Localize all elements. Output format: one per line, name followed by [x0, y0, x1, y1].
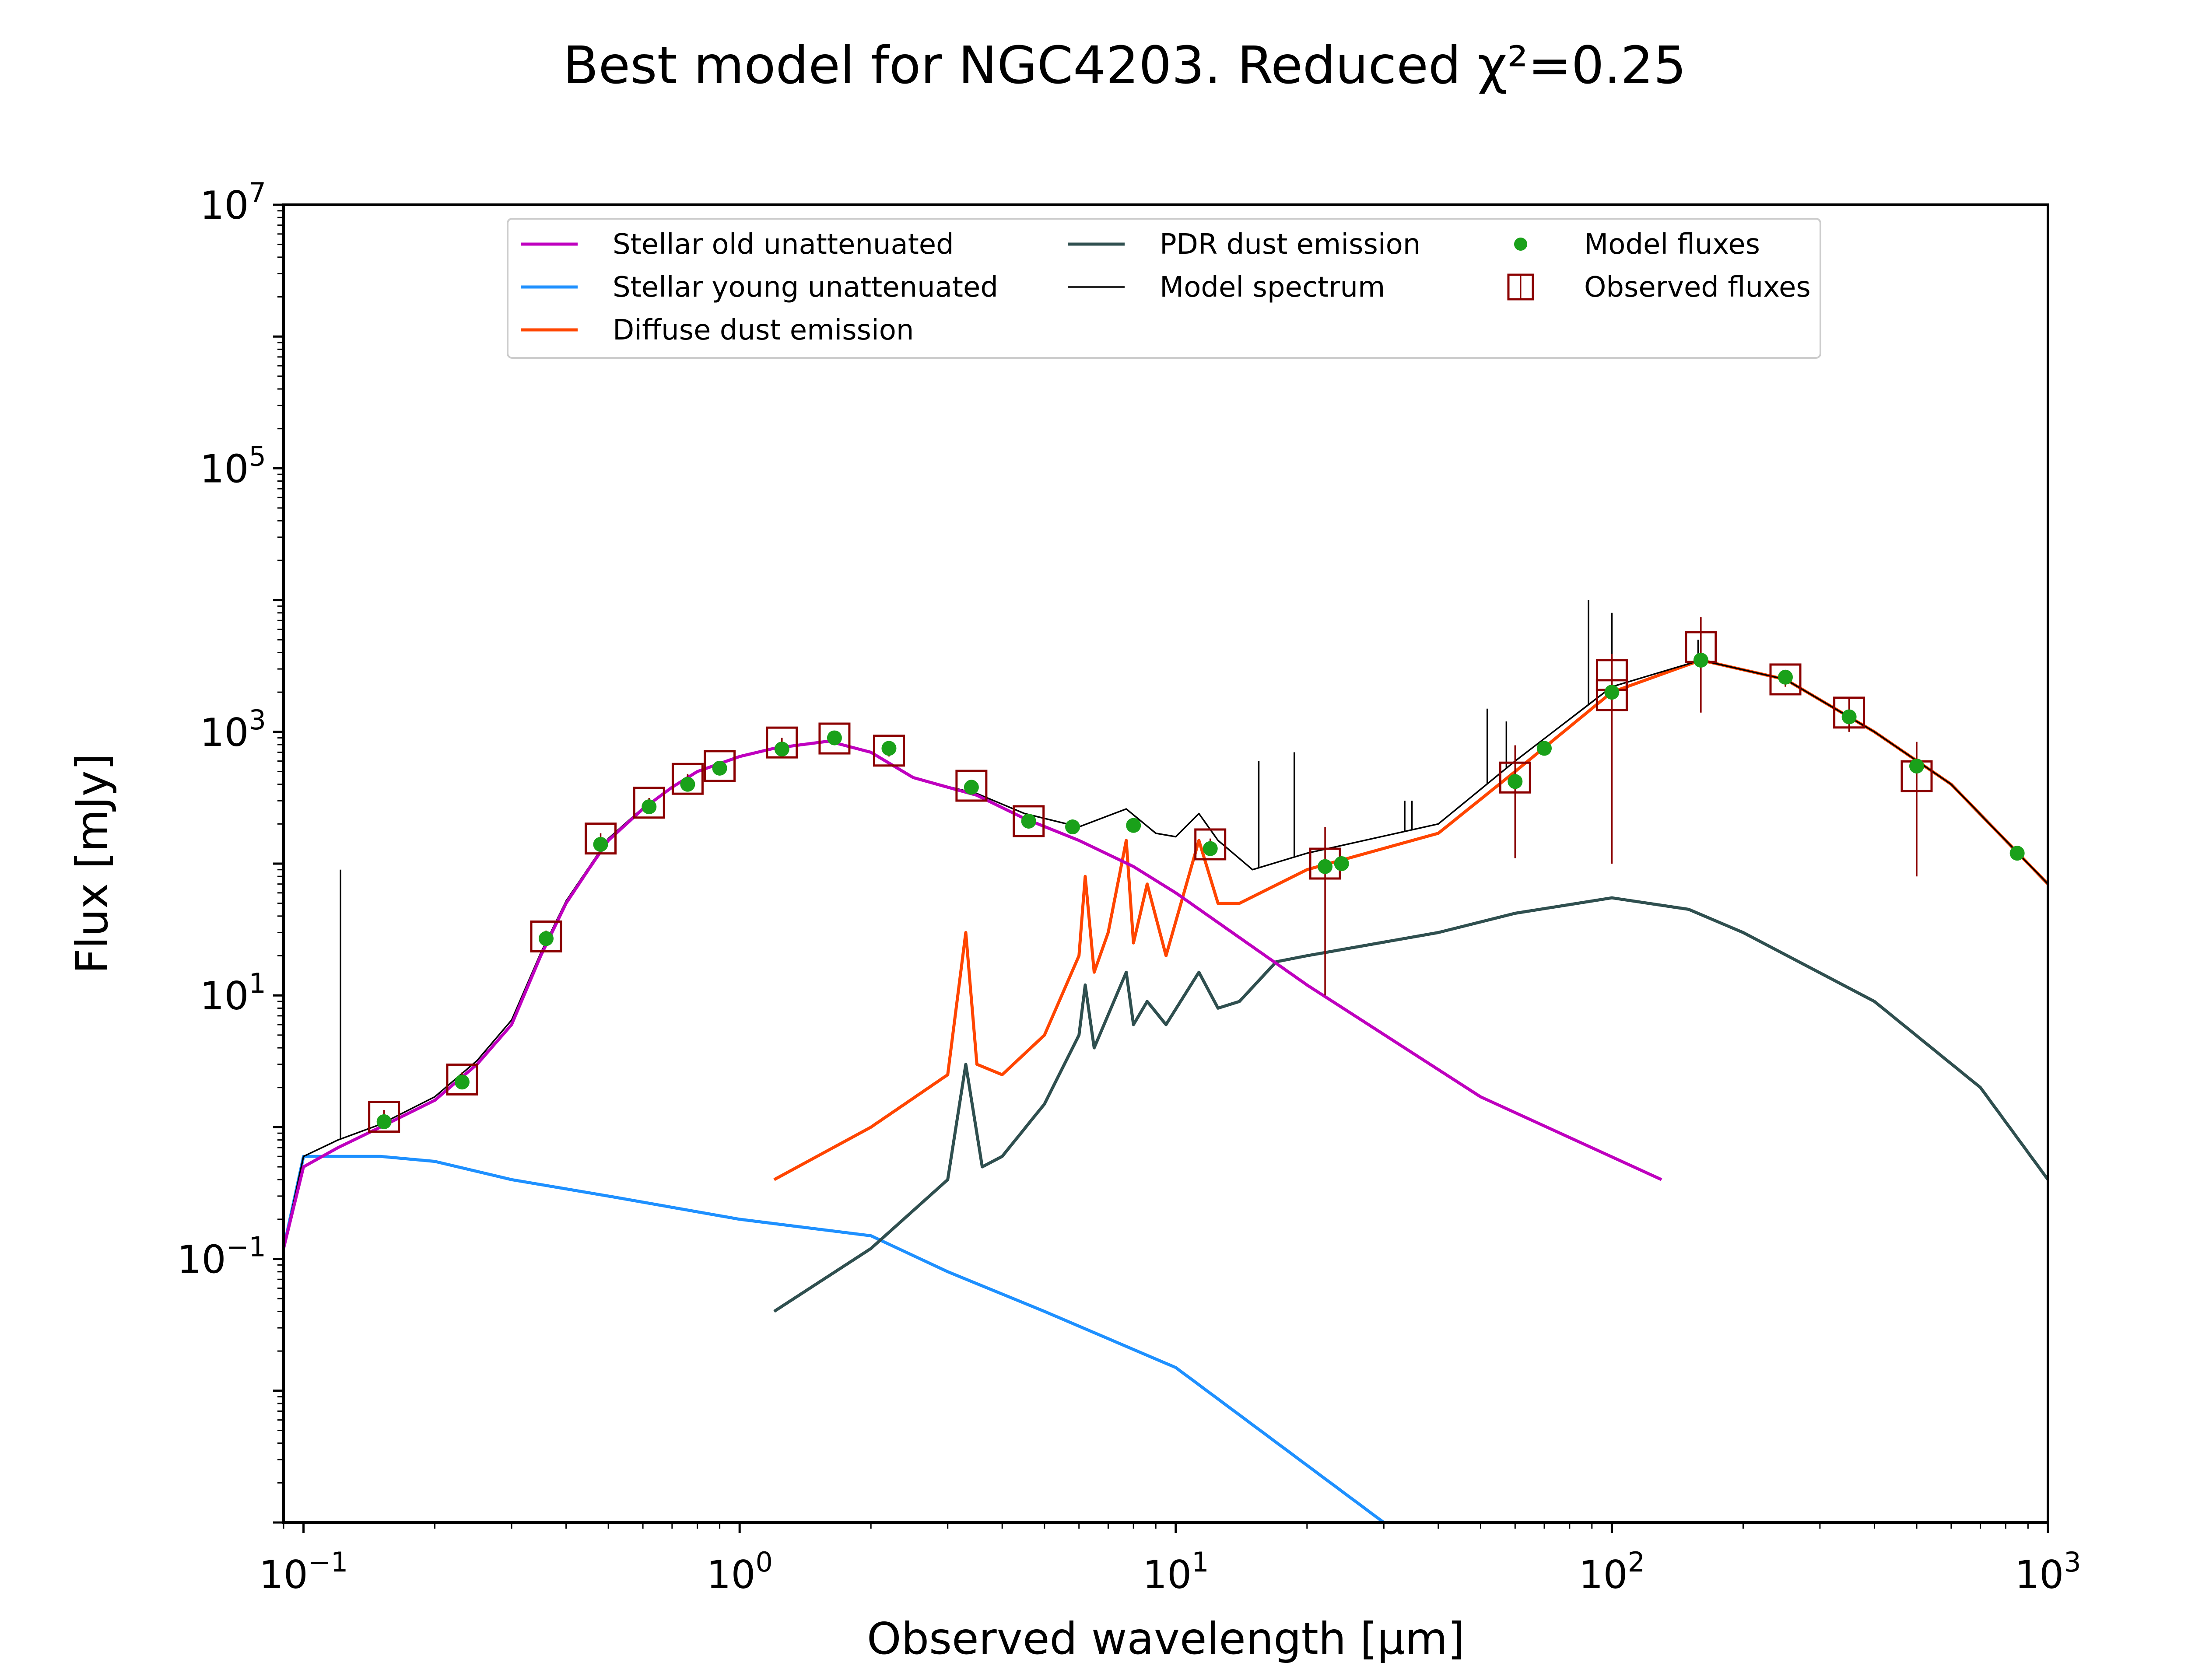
model-flux-point [1604, 685, 1620, 700]
model-flux-point [1203, 841, 1218, 856]
observed-flux-point [873, 735, 905, 767]
model-flux-point [1537, 741, 1552, 756]
model-flux-point [1693, 652, 1708, 668]
legend-label-obs: Observed fluxes [1584, 271, 1811, 304]
x-tick-label: 10−1 [259, 1546, 348, 1597]
observed-flux-point [1769, 663, 1802, 696]
observed-flux-point [671, 763, 704, 795]
y-tick-label: 103 [200, 704, 266, 755]
x-tick-label: 102 [1579, 1546, 1645, 1597]
observed-flux-point [446, 1063, 478, 1096]
model-flux-point [964, 780, 979, 795]
observed-flux-point [1833, 696, 1865, 729]
y-tick-label: 101 [200, 967, 266, 1018]
observed-flux-point [704, 750, 736, 782]
model-flux-point [1021, 813, 1036, 829]
legend-label-modelflux: Model fluxes [1584, 228, 1760, 261]
observed-flux-point [530, 920, 562, 953]
series-line-pdr [773, 896, 2048, 1313]
series-line-diffuse [773, 658, 2048, 1181]
observed-flux-point [633, 787, 665, 819]
model-flux-point [376, 1114, 392, 1129]
plot-points-layer [368, 617, 2025, 1133]
legend-label-pdr: PDR dust emission [1160, 228, 1420, 261]
legend-box [507, 218, 1821, 359]
chart-title: Best model for NGC4203. Reduced χ²=0.25 [563, 35, 1687, 95]
observed-flux-point [1499, 761, 1531, 794]
legend-label-diffuse: Diffuse dust emission [613, 314, 914, 346]
x-tick-label: 101 [1143, 1546, 1209, 1597]
observed-flux-point [818, 722, 851, 755]
model-flux-point [680, 777, 695, 792]
observed-flux-point [766, 726, 798, 759]
y-axis-label: Flux [mJy] [67, 753, 118, 974]
model-flux-point [1508, 774, 1523, 789]
axis-ticks: 10−1 100 101 102 103 10−1 101 103 105 107 [177, 177, 2081, 1597]
observed-flux-point [955, 770, 988, 802]
model-flux-point [454, 1074, 470, 1090]
x-tick-label: 100 [706, 1546, 772, 1597]
observed-flux-point [585, 822, 617, 855]
series-line-young [284, 1155, 1385, 1522]
legend: Stellar old unattenuated Stellar young un… [507, 218, 1821, 359]
model-flux-point [1909, 759, 1924, 774]
legend-label-young: Stellar young unattenuated [613, 271, 998, 304]
model-flux-point [1841, 709, 1857, 724]
model-flux-point [774, 742, 789, 757]
plot-lines-layer [284, 600, 2048, 1522]
model-flux-point [1778, 669, 1793, 685]
model-flux-point [1126, 818, 1141, 833]
model-flux-point [881, 741, 897, 756]
legend-label-model: Model spectrum [1160, 271, 1385, 304]
model-flux-point [642, 799, 657, 815]
observed-flux-point [1013, 805, 1045, 837]
y-tick-label: 107 [200, 177, 266, 228]
model-flux-point [827, 730, 842, 746]
observed-flux-point [368, 1101, 400, 1133]
model-flux-point [593, 836, 608, 852]
observed-flux-point [1194, 828, 1227, 861]
model-flux-point [1318, 859, 1333, 874]
x-axis-label: Observed wavelength [μm] [867, 1613, 1465, 1664]
legend-swatch-modelflux [1514, 238, 1527, 251]
model-flux-point [1334, 856, 1349, 871]
model-flux-point [712, 760, 727, 776]
model-flux-point [539, 931, 554, 946]
y-tick-label: 105 [200, 440, 266, 491]
legend-label-old: Stellar old unattenuated [613, 228, 954, 261]
x-tick-label: 103 [2015, 1546, 2081, 1597]
y-tick-label: 10−1 [177, 1231, 266, 1282]
model-flux-point [1065, 819, 1080, 835]
model-flux-point [2009, 846, 2025, 861]
